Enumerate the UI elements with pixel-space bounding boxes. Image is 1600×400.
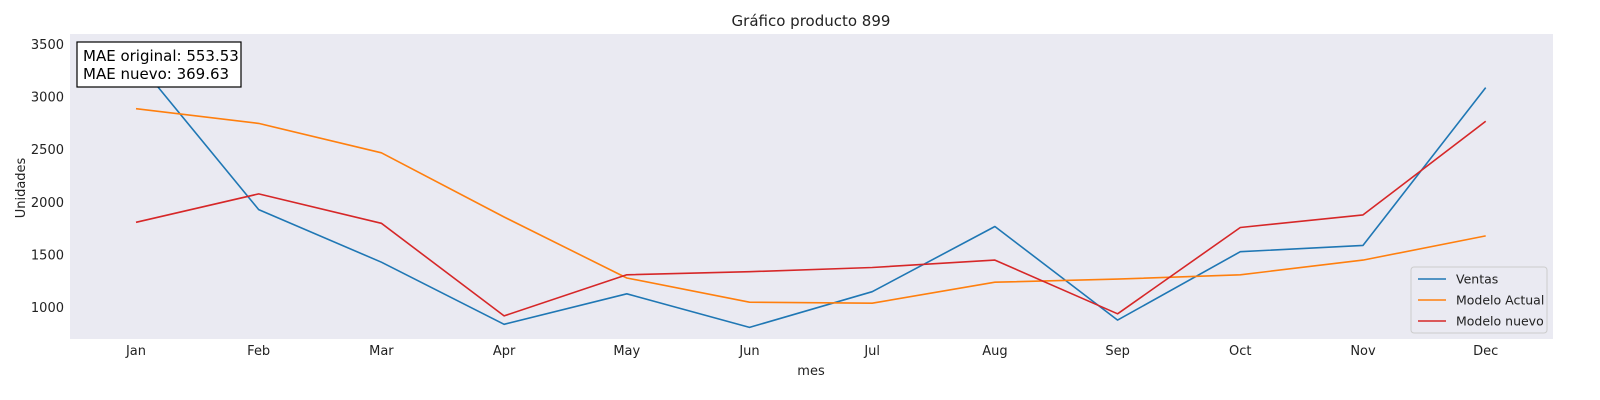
- series-line-ventas: [135, 59, 1487, 329]
- y-tick-label: 3500: [31, 38, 64, 53]
- y-tick-label: 2500: [31, 143, 64, 158]
- annotation-line-original: MAE original: 553.53: [83, 47, 239, 65]
- legend-frame: [1410, 266, 1548, 334]
- y-axis-label: Unidades: [14, 157, 29, 218]
- x-tick-label: Jan: [125, 344, 146, 359]
- x-tick-label: Feb: [247, 344, 270, 359]
- legend-label: Ventas: [1456, 272, 1498, 287]
- annotation-frame: [76, 41, 242, 88]
- mae-annotation: MAE original: 553.53 MAE nuevo: 369.63: [76, 41, 242, 88]
- x-axis-label: mes: [797, 364, 825, 379]
- chart-title: Gráfico producto 899: [732, 12, 891, 30]
- series-line-modelo-nuevo: [135, 120, 1487, 317]
- x-tick-label: May: [613, 344, 640, 359]
- y-tick-label: 3000: [31, 91, 64, 106]
- x-tick-label: Oct: [1229, 344, 1251, 359]
- y-tick-label: 1500: [31, 248, 64, 263]
- series-layer: [135, 59, 1487, 329]
- x-axis-ticks: Jan Feb Mar Apr May Jun Jul Aug Sep Oct Nov Dec: [125, 344, 1498, 359]
- legend-label: Modelo nuevo: [1456, 314, 1544, 329]
- legend-label: Modelo Actual: [1456, 293, 1544, 308]
- x-tick-label: Aug: [982, 344, 1007, 359]
- series-line-modelo-actual: [135, 107, 1486, 305]
- annotation-line-nuevo: MAE nuevo: 369.63: [83, 65, 229, 83]
- x-tick-label: Nov: [1350, 344, 1376, 359]
- y-tick-label: 2000: [31, 196, 64, 211]
- y-axis-ticks: 1000 1500 2000 2500 3000 3500: [31, 38, 64, 316]
- x-tick-label: Sep: [1105, 344, 1130, 359]
- x-tick-label: Mar: [369, 344, 394, 359]
- x-tick-label: Jun: [738, 344, 759, 359]
- x-tick-label: Apr: [493, 344, 516, 359]
- x-tick-label: Dec: [1473, 344, 1498, 359]
- plot-area: [70, 34, 1553, 339]
- x-tick-label: Jul: [863, 344, 880, 359]
- legend: Ventas Modelo Actual Modelo nuevo: [1410, 266, 1548, 334]
- y-tick-label: 1000: [31, 301, 64, 316]
